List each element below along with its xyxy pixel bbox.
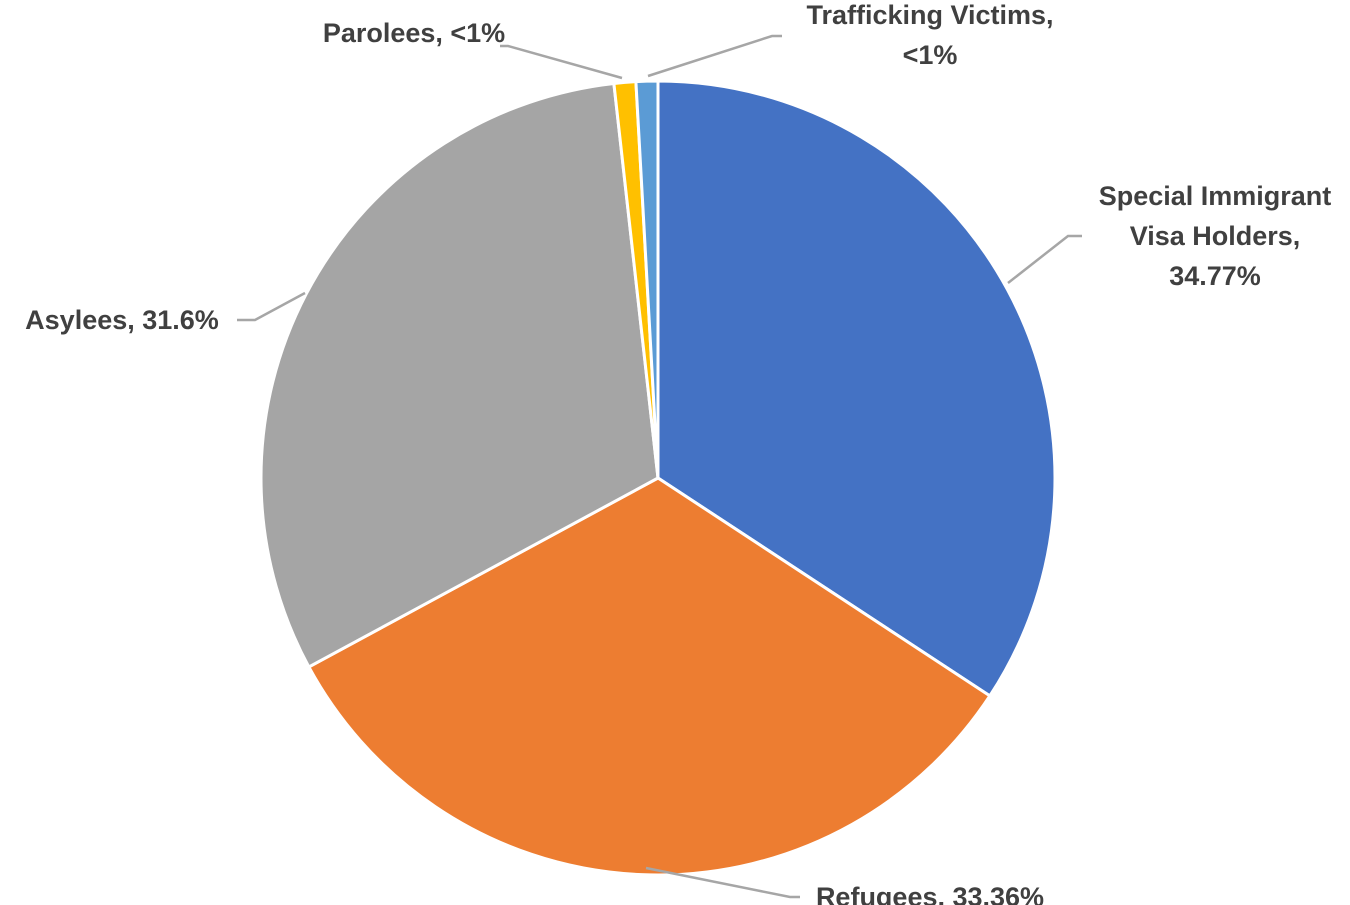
data-label-line: Special Immigrant [1099,181,1332,211]
data-label-line: <1% [903,40,958,70]
data-label-line: Trafficking Victims, [806,0,1053,30]
data-label-line: Asylees, 31.6% [25,305,219,335]
leader-lines [237,34,1082,899]
data-label-refugees: Refugees, 33.36% [816,882,1044,905]
leader-line-special-immigrant-visa-holders [1007,234,1082,284]
data-label-special-immigrant-visa-holders: Special Immigrant Visa Holders, 34.77% [1099,181,1332,291]
pie-slice-asylees [259,81,660,670]
data-label-line: 34.77% [1169,261,1261,291]
data-label-asylees: Asylees, 31.6% [25,305,219,335]
pie-slices [259,79,1057,877]
pie-slice-refugees [306,476,992,877]
leader-line-parolees [500,44,623,80]
data-label-parolees: Parolees, <1% [323,18,505,48]
leader-line-refugees [645,866,800,899]
data-label-line: Visa Holders, [1130,221,1301,251]
pie-slice-trafficking-victims [634,79,660,479]
data-label-line: Parolees, <1% [323,18,505,48]
leader-line-asylees [237,291,306,322]
data-labels: Special Immigrant Visa Holders, 34.77% Refu… [25,0,1331,905]
data-label-trafficking-victims: Trafficking Victims, <1% [806,0,1053,70]
leader-line-trafficking-victims [647,34,782,78]
data-label-line: Refugees, 33.36% [816,882,1044,905]
